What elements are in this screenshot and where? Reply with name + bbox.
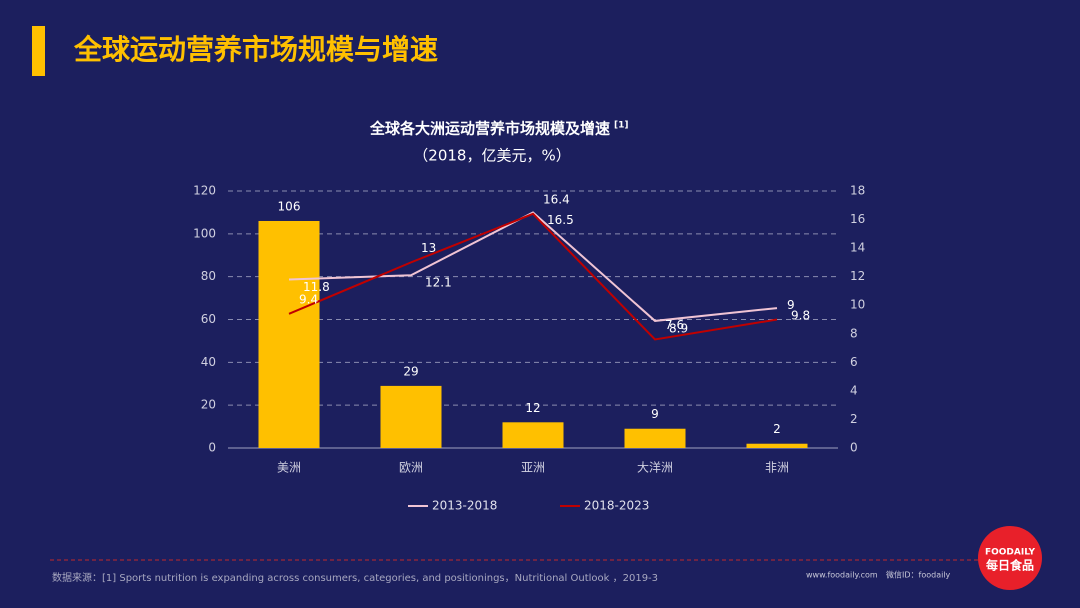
source-note: 数据来源：[1] Sports nutrition is expanding a…	[52, 571, 658, 584]
y-tick-label: 100	[193, 226, 216, 240]
y-tick-label: 0	[208, 441, 216, 455]
line-value-label: 12.1	[425, 276, 452, 290]
y-tick-label: 120	[193, 184, 216, 198]
line-value-label: 11.8	[303, 280, 330, 294]
line-value-label: 16.5	[547, 213, 574, 227]
y2-tick-label: 4	[850, 383, 858, 397]
x-tick-label: 亚洲	[521, 461, 545, 475]
line-value-label: 7.6	[665, 318, 684, 332]
line-value-label: 13	[421, 241, 436, 255]
y2-tick-label: 8	[850, 326, 858, 340]
bar-value-label: 29	[403, 364, 418, 378]
line-series	[288, 211, 778, 322]
logo	[978, 526, 1042, 590]
x-tick-label: 美洲	[277, 461, 301, 475]
website: www.foodaily.com	[806, 571, 878, 580]
bar	[258, 220, 320, 448]
y2-tick-label: 18	[850, 184, 865, 198]
bar	[746, 443, 808, 448]
y2-tick-label: 10	[850, 298, 865, 312]
line-value-label: 9.4	[299, 292, 318, 306]
bar-value-label: 12	[525, 401, 540, 415]
line-series	[288, 212, 778, 341]
y2-tick-label: 12	[850, 269, 865, 283]
wechat-id: 微信ID：foodaily	[886, 570, 951, 580]
y-tick-label: 40	[201, 355, 216, 369]
line-value-label: 16.4	[543, 192, 570, 206]
y2-tick-label: 0	[850, 441, 858, 455]
y-tick-label: 20	[201, 398, 216, 412]
bar-value-label: 9	[651, 407, 659, 421]
slide-title: 全球运动营养市场规模与增速	[73, 33, 438, 66]
y2-tick-label: 16	[850, 212, 865, 226]
logo-cn: 每日食品	[986, 558, 1034, 573]
bar-value-label: 2	[773, 422, 781, 436]
bar	[380, 385, 442, 448]
y-tick-label: 80	[201, 269, 216, 283]
line-value-label: 9.8	[791, 309, 810, 323]
bar	[502, 422, 564, 448]
line-value-label: 8.9	[669, 321, 688, 335]
legend-label: 2013-2018	[432, 499, 497, 513]
y2-tick-label: 6	[850, 355, 858, 369]
line-value-label: 9	[787, 298, 795, 312]
title-accent	[32, 26, 45, 76]
x-tick-label: 非洲	[765, 461, 789, 475]
y2-tick-label: 2	[850, 412, 858, 426]
bar-value-label: 106	[278, 199, 301, 213]
logo-en: FOODAILY	[985, 548, 1036, 558]
chart-title: 全球各大洲运动营养市场规模及增速	[369, 120, 610, 138]
legend-label: 2018-2023	[584, 499, 649, 513]
chart-title-note: [1]	[614, 121, 629, 131]
x-tick-label: 欧洲	[399, 461, 423, 475]
x-tick-label: 大洋洲	[637, 460, 673, 475]
chart-subtitle: （2018，亿美元，%）	[413, 147, 570, 165]
y-tick-label: 60	[201, 312, 216, 326]
bar	[624, 428, 686, 448]
y2-tick-label: 14	[850, 241, 865, 255]
